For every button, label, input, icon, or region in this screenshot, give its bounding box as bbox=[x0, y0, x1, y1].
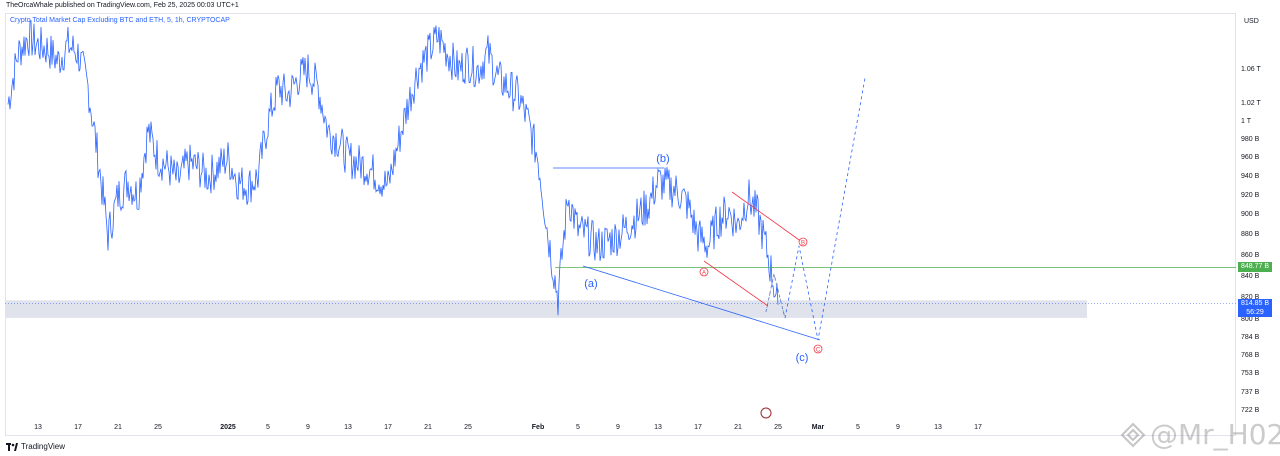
wave-marker-circle[interactable] bbox=[699, 267, 709, 277]
wave-marker-circle[interactable] bbox=[813, 344, 823, 354]
x-tick-label: 13 bbox=[934, 424, 942, 431]
x-tick-label: 25 bbox=[464, 424, 472, 431]
watermark: @Mr_H029 bbox=[1120, 418, 1280, 451]
y-tick-label: 900 B bbox=[1241, 211, 1260, 219]
x-tick-label: 21 bbox=[734, 424, 742, 431]
brand-label: TradingView bbox=[21, 442, 66, 451]
tradingview-logo-icon bbox=[6, 442, 18, 451]
x-tick-label: 17 bbox=[974, 424, 982, 431]
wave-marker-label: C bbox=[816, 348, 821, 354]
y-tick-label: 880 B bbox=[1241, 231, 1260, 239]
y-tick-label: 840 B bbox=[1241, 272, 1260, 280]
symbol-title[interactable]: Crypto Total Market Cap Excluding BTC an… bbox=[10, 17, 230, 24]
x-tick-label: 9 bbox=[616, 424, 620, 431]
y-tick-label: 722 B bbox=[1241, 407, 1260, 415]
x-tick-label: 21 bbox=[114, 424, 122, 431]
y-tick-label: 960 B bbox=[1241, 153, 1260, 161]
x-tick-label: 5 bbox=[856, 424, 860, 431]
y-tick-label: 920 B bbox=[1241, 191, 1260, 199]
wave-label[interactable]: (a) bbox=[584, 278, 597, 290]
x-tick-label: 13 bbox=[344, 424, 352, 431]
wave-marker-label: A bbox=[702, 271, 706, 277]
channel-upper-line[interactable] bbox=[731, 191, 803, 243]
x-tick-label: 17 bbox=[74, 424, 82, 431]
y-tick-label: 1.06 T bbox=[1241, 65, 1261, 73]
wave-marker-label: B bbox=[801, 241, 805, 247]
x-tick-label: 5 bbox=[266, 424, 270, 431]
y-tick-label: 860 B bbox=[1241, 251, 1260, 259]
y-tick-label: 753 B bbox=[1241, 369, 1260, 377]
event-marker-icon[interactable] bbox=[760, 407, 772, 419]
current-price-tag: 814.85 B 56:29 bbox=[1238, 299, 1272, 317]
x-tick-label: 9 bbox=[306, 424, 310, 431]
chart-frame[interactable] bbox=[5, 13, 1236, 436]
wave-label[interactable]: (b) bbox=[656, 153, 669, 165]
y-tick-label: 940 B bbox=[1241, 172, 1260, 180]
wave-label[interactable]: (c) bbox=[796, 352, 809, 364]
y-tick-label: 784 B bbox=[1241, 334, 1260, 342]
price-series-line[interactable] bbox=[7, 20, 779, 316]
diamond-logo-icon bbox=[1120, 422, 1146, 447]
support-price-tag: 848.77 B bbox=[1238, 262, 1272, 272]
x-tick-label: 2025 bbox=[220, 424, 236, 431]
x-tick-label: 5 bbox=[576, 424, 580, 431]
watermark-text: @Mr_H029 bbox=[1150, 418, 1280, 451]
y-tick-label: 768 B bbox=[1241, 352, 1260, 360]
support-zone[interactable] bbox=[5, 300, 1087, 318]
x-tick-label: 25 bbox=[774, 424, 782, 431]
sub-wave-path bbox=[765, 273, 786, 319]
x-tick-label: 17 bbox=[694, 424, 702, 431]
x-tick-label: Feb bbox=[531, 424, 545, 431]
current-price-value: 814.85 B bbox=[1240, 300, 1270, 307]
x-tick-label: 13 bbox=[654, 424, 662, 431]
x-tick-label: Mar bbox=[811, 424, 825, 431]
x-tick-label: 25 bbox=[154, 424, 162, 431]
currency-label[interactable]: USD bbox=[1244, 18, 1259, 25]
y-tick-label: 820 B bbox=[1241, 294, 1260, 302]
x-tick-label: 17 bbox=[384, 424, 392, 431]
x-tick-label: 21 bbox=[424, 424, 432, 431]
x-tick-label: 9 bbox=[896, 424, 900, 431]
countdown-timer: 56:29 bbox=[1246, 309, 1264, 316]
y-tick-label: 800 B bbox=[1241, 316, 1260, 324]
published-info: TheOrcaWhale published on TradingView.co… bbox=[6, 2, 239, 9]
channel-lower-line[interactable] bbox=[703, 260, 769, 307]
tradingview-brand[interactable]: TradingView bbox=[6, 442, 65, 451]
y-tick-label: 980 B bbox=[1241, 135, 1260, 143]
y-tick-label: 1 T bbox=[1241, 117, 1251, 125]
y-tick-label: 737 B bbox=[1241, 389, 1260, 397]
triangle-bottom-line[interactable] bbox=[582, 265, 821, 341]
y-tick-label: 1.02 T bbox=[1241, 100, 1261, 108]
wave-marker-circle[interactable] bbox=[798, 237, 808, 247]
x-tick-label: 13 bbox=[34, 424, 42, 431]
